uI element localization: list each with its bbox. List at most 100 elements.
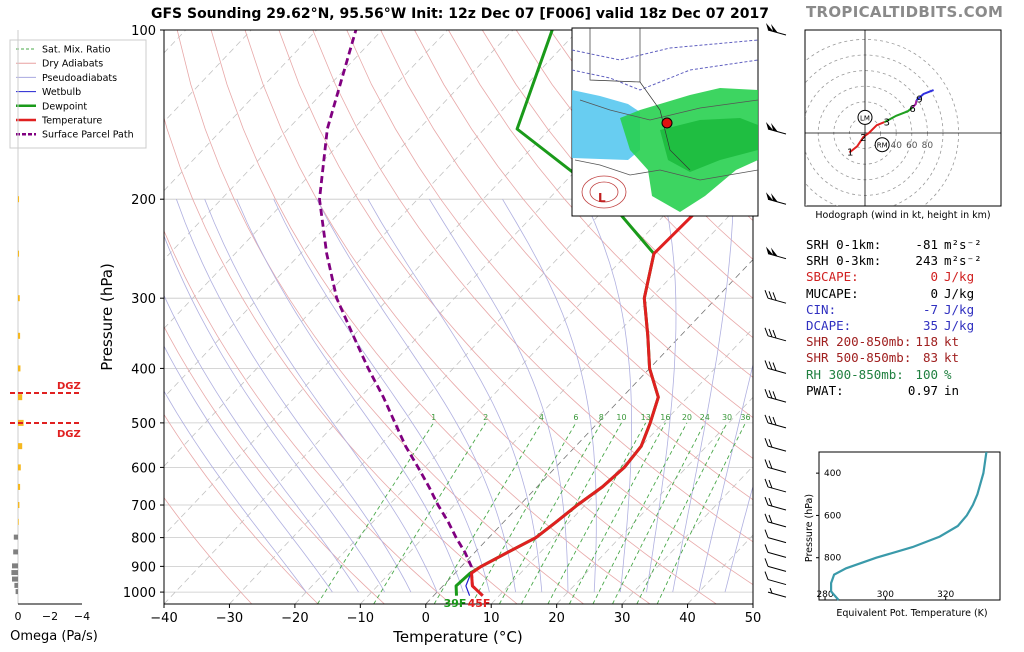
- param-value: 35 J/kg: [923, 318, 996, 334]
- isotherm: [164, 30, 579, 467]
- omega-tick-0: 0: [15, 610, 22, 623]
- param-value: 0 J/kg: [930, 286, 996, 302]
- dry-adiabat: [481, 30, 753, 339]
- wind-barbs: [764, 23, 787, 598]
- param-value: 0 J/kg: [930, 269, 996, 285]
- param-value-number: 83: [922, 350, 938, 366]
- wind-barb: [764, 478, 787, 493]
- theta-e-y-tick-label: 800: [824, 554, 841, 564]
- param-row: SHR 200-850mb: 118 kt: [806, 334, 996, 350]
- hodograph-trace: [911, 99, 918, 108]
- y-tick-label: 300: [131, 292, 156, 307]
- param-value-unit: J/kg: [944, 317, 975, 333]
- wind-barb: [764, 496, 787, 511]
- wind-barb: [764, 558, 787, 572]
- site-brand: TROPICALTIDBITS.COM: [806, 3, 1004, 21]
- svg-text:L: L: [598, 191, 606, 205]
- param-value-number: -7: [922, 301, 938, 317]
- param-row: DCAPE: 35 J/kg: [806, 318, 996, 334]
- param-value: -81 m²s⁻²: [915, 237, 996, 253]
- legend-label: Temperature: [41, 116, 102, 127]
- dry-adiabat: [380, 30, 753, 459]
- omega-bar: [18, 518, 19, 525]
- dry-adiabat: [515, 30, 753, 299]
- pseudoadiabat: [164, 294, 359, 593]
- dgz-label-bottom: DGZ: [57, 429, 81, 440]
- param-value-number: 118: [915, 334, 938, 350]
- mixing-ratio-line: [656, 422, 746, 604]
- param-value-number: 0: [930, 269, 938, 285]
- pseudoadiabat: [316, 199, 516, 593]
- omega-tick-2: −2: [42, 610, 58, 623]
- param-value-unit: m²s⁻²: [944, 237, 982, 252]
- wind-barb: [764, 544, 787, 558]
- omega-bar: [15, 589, 18, 595]
- param-row: SRH 0-1km: -81 m²s⁻²: [806, 237, 996, 253]
- theta-e-xlabel: Equivalent Pot. Temperature (K): [836, 608, 987, 619]
- theta-e-panel: 400 600 800 280 300 320 Equivalent Pot. Tempe…: [804, 451, 1001, 619]
- storm-motion-marker: [857, 109, 873, 125]
- mixing-ratio-line: [499, 422, 602, 604]
- y-tick-label: 800: [131, 532, 156, 547]
- y-tick-label: 400: [131, 362, 156, 377]
- omega-bar: [18, 483, 21, 490]
- storm-motion-marker: [874, 137, 890, 153]
- wind-barb: [764, 437, 787, 452]
- mixing-ratio-label: 4: [539, 413, 544, 422]
- x-tick-label: 50: [745, 611, 762, 626]
- hodograph-trace: [884, 106, 914, 123]
- param-name: DCAPE:: [806, 317, 852, 333]
- y-tick-label: 100: [131, 24, 156, 39]
- dry-adiabat: [164, 229, 452, 604]
- omega-bar: [18, 394, 23, 401]
- hodograph-ring-label: 60: [906, 141, 918, 151]
- map-inset: L: [571, 27, 759, 217]
- surface-temperature-label: 45F: [468, 597, 491, 610]
- wind-barb: [766, 246, 787, 260]
- isotherm: [164, 30, 448, 330]
- pseudoadiabat: [698, 362, 753, 593]
- parameter-table: SRH 0-1km: -81 m²s⁻² SRH 0-3km: 243 m²s⁻² SB…: [806, 237, 996, 399]
- mixing-ratio-label: 6: [573, 413, 578, 422]
- pseudoadiabat: [176, 199, 412, 593]
- param-name: CIN:: [806, 301, 837, 317]
- isotherm: [164, 30, 710, 604]
- omega-bar: [18, 250, 20, 257]
- x-tick-label: 40: [679, 611, 696, 626]
- omega-bar: [18, 464, 21, 471]
- hodograph-height-label: 6: [909, 104, 915, 115]
- wind-barb: [764, 571, 787, 586]
- surface-dewpoint-label: 39F: [444, 597, 467, 610]
- theta-e-line: [829, 451, 988, 601]
- x-tick-label: 20: [548, 611, 565, 626]
- mixing-ratio-label: 24: [700, 413, 710, 422]
- dry-adiabat: [244, 30, 717, 604]
- mixing-ratio-line: [521, 422, 622, 604]
- legend-label: Surface Parcel Path: [42, 130, 134, 141]
- mixing-ratio-label: 2: [483, 413, 488, 422]
- wind-barb: [764, 360, 787, 374]
- param-value: 243 m²s⁻²: [915, 253, 996, 269]
- mixing-ratio-line: [592, 422, 688, 604]
- surface-parcel-path-line: [318, 30, 484, 597]
- param-value-unit: J/kg: [944, 285, 975, 301]
- mixing-ratio-line: [373, 422, 486, 604]
- legend-label: Pseudoadiabats: [42, 73, 117, 84]
- param-row: MUCAPE: 0 J/kg: [806, 286, 996, 302]
- dry-adiabat: [164, 496, 253, 604]
- omega-bar: [13, 534, 18, 540]
- dry-adiabat: [312, 30, 753, 543]
- omega-bar: [18, 365, 21, 372]
- pseudoadiabat: [724, 484, 753, 593]
- param-value-number: 243: [915, 253, 938, 269]
- omega-bar: [14, 582, 18, 588]
- chart-title: GFS Sounding 29.62°N, 95.56°W Init: 12z …: [150, 6, 770, 22]
- mixing-ratio-label: 16: [660, 413, 670, 422]
- omega-tick-4: −4: [74, 610, 90, 623]
- isotherm: [556, 396, 753, 604]
- x-tick-label: 30: [614, 611, 631, 626]
- legend-label: Sat. Mix. Ratio: [42, 45, 111, 56]
- hodograph-ring-label: 80: [922, 141, 934, 151]
- param-value-unit: kt: [944, 334, 960, 350]
